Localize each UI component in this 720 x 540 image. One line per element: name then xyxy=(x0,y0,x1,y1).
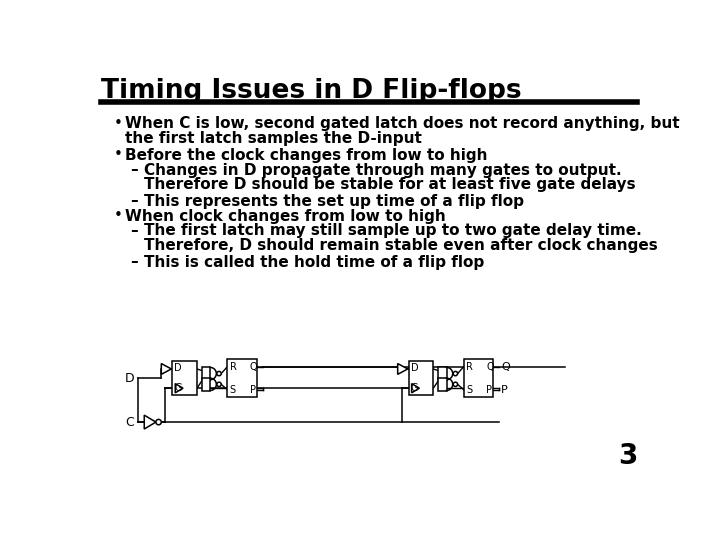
Text: 3: 3 xyxy=(618,442,637,470)
Text: This is called the hold time of a flip flop: This is called the hold time of a flip f… xyxy=(144,255,485,270)
Text: the first latch samples the D-input: the first latch samples the D-input xyxy=(125,131,422,146)
Text: Q: Q xyxy=(486,362,494,372)
Text: The first latch may still sample up to two gate delay time.: The first latch may still sample up to t… xyxy=(144,224,642,239)
Text: Changes in D propagate through many gates to output.: Changes in D propagate through many gate… xyxy=(144,163,622,178)
Bar xyxy=(228,359,257,397)
Circle shape xyxy=(217,372,221,376)
Text: Before the clock changes from low to high: Before the clock changes from low to hig… xyxy=(125,148,487,163)
Text: Therefore, D should remain stable even after clock changes: Therefore, D should remain stable even a… xyxy=(144,238,658,253)
Bar xyxy=(408,361,433,395)
Text: When clock changes from low to high: When clock changes from low to high xyxy=(125,209,446,224)
Circle shape xyxy=(454,372,458,376)
Text: Q: Q xyxy=(250,362,258,372)
Text: P: P xyxy=(486,384,492,395)
Text: D: D xyxy=(174,363,182,373)
Text: G: G xyxy=(411,383,418,393)
Text: Timing Issues in D Flip-flops: Timing Issues in D Flip-flops xyxy=(101,78,521,104)
Polygon shape xyxy=(397,363,408,374)
Text: –: – xyxy=(130,254,138,269)
Bar xyxy=(172,361,197,395)
Text: S: S xyxy=(230,384,236,395)
Polygon shape xyxy=(438,367,446,380)
Polygon shape xyxy=(175,383,183,393)
Text: C: C xyxy=(125,416,134,429)
Text: Therefore D should be stable for at least five gate delays: Therefore D should be stable for at leas… xyxy=(144,177,636,192)
Text: –: – xyxy=(130,193,138,208)
Polygon shape xyxy=(202,367,210,380)
Text: •: • xyxy=(113,208,122,223)
Polygon shape xyxy=(161,363,171,374)
Text: –: – xyxy=(130,222,138,238)
Circle shape xyxy=(156,420,161,425)
Text: D: D xyxy=(411,363,418,373)
Text: When C is low, second gated latch does not record anything, but: When C is low, second gated latch does n… xyxy=(125,117,680,131)
Text: •: • xyxy=(113,147,122,162)
Polygon shape xyxy=(144,415,156,429)
Text: This represents the set up time of a flip flop: This represents the set up time of a fli… xyxy=(144,194,524,209)
Bar xyxy=(464,359,493,397)
Polygon shape xyxy=(438,378,446,390)
Text: –: – xyxy=(130,162,138,177)
Text: D: D xyxy=(125,372,134,384)
Circle shape xyxy=(217,382,221,387)
Text: P: P xyxy=(250,384,256,395)
Text: G: G xyxy=(174,383,182,393)
Polygon shape xyxy=(412,383,419,393)
Circle shape xyxy=(454,382,458,387)
Text: R: R xyxy=(466,362,473,372)
Polygon shape xyxy=(202,378,210,390)
Text: P: P xyxy=(501,384,508,395)
Text: •: • xyxy=(113,116,122,131)
Text: Q: Q xyxy=(501,362,510,372)
Text: R: R xyxy=(230,362,237,372)
Text: S: S xyxy=(466,384,472,395)
